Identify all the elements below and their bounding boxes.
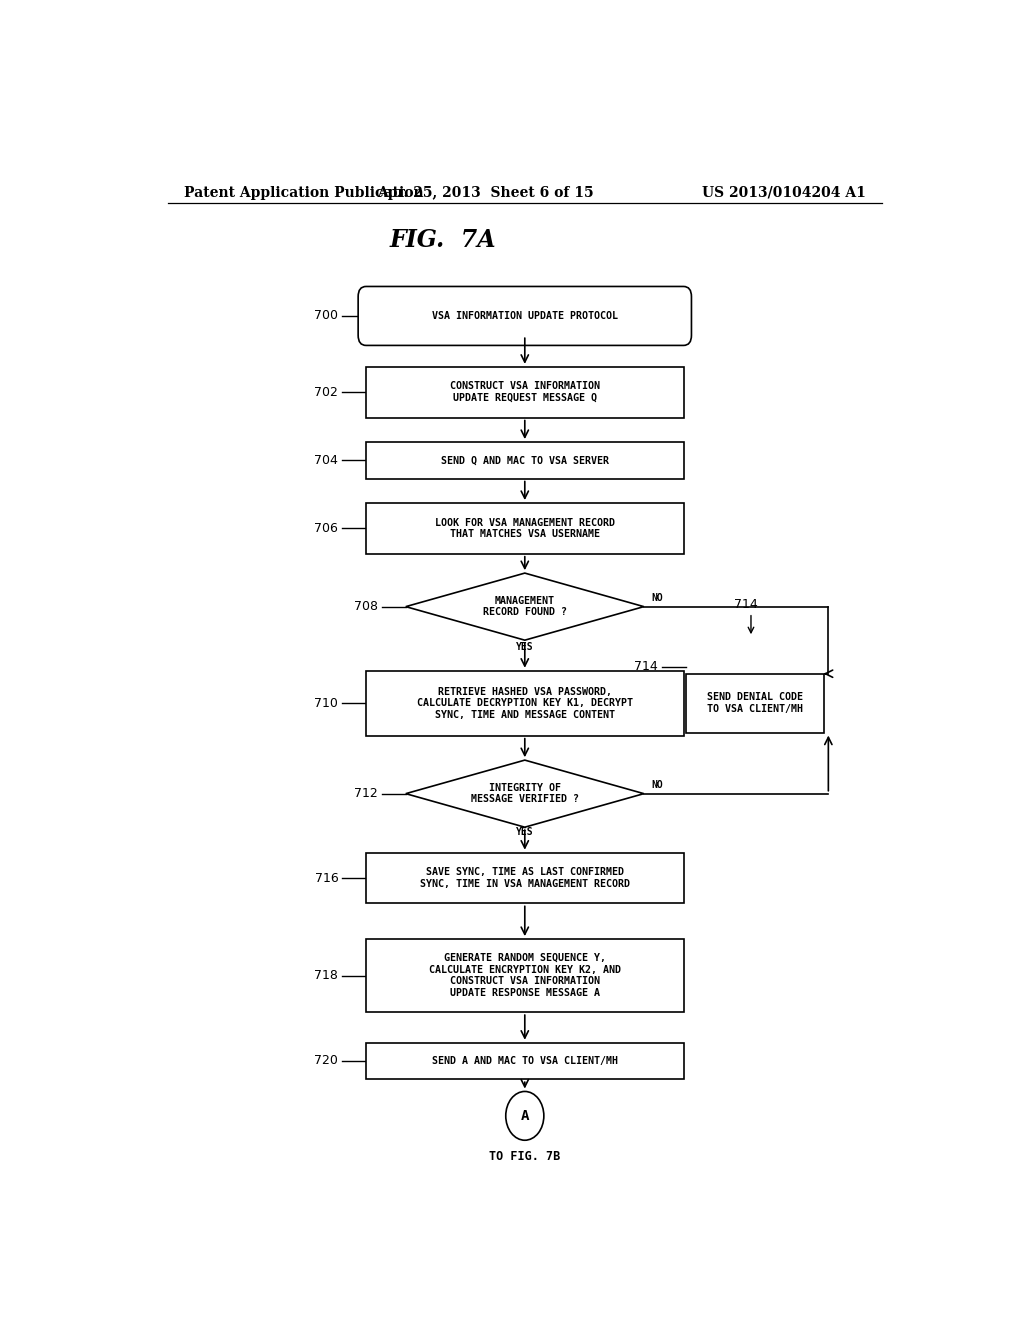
Text: SAVE SYNC, TIME AS LAST CONFIRMED
SYNC, TIME IN VSA MANAGEMENT RECORD: SAVE SYNC, TIME AS LAST CONFIRMED SYNC, … <box>420 867 630 888</box>
Text: TO FIG. 7B: TO FIG. 7B <box>489 1150 560 1163</box>
Text: 716: 716 <box>314 871 338 884</box>
Text: 706: 706 <box>314 521 338 535</box>
Bar <box>367 367 684 417</box>
Bar <box>367 503 684 554</box>
Circle shape <box>506 1092 544 1140</box>
Text: CONSTRUCT VSA INFORMATION
UPDATE REQUEST MESSAGE Q: CONSTRUCT VSA INFORMATION UPDATE REQUEST… <box>450 381 600 403</box>
Text: SEND A AND MAC TO VSA CLIENT/MH: SEND A AND MAC TO VSA CLIENT/MH <box>432 1056 617 1067</box>
Polygon shape <box>406 573 644 640</box>
Bar <box>367 671 684 735</box>
Bar <box>367 1043 684 1080</box>
Text: 720: 720 <box>314 1055 338 1068</box>
Text: YES: YES <box>516 643 534 652</box>
Text: SEND Q AND MAC TO VSA SERVER: SEND Q AND MAC TO VSA SERVER <box>440 455 609 465</box>
Text: RETRIEVE HASHED VSA PASSWORD,
CALCULATE DECRYPTION KEY K1, DECRYPT
SYNC, TIME AN: RETRIEVE HASHED VSA PASSWORD, CALCULATE … <box>417 686 633 719</box>
Text: A: A <box>520 1109 529 1123</box>
Text: LOOK FOR VSA MANAGEMENT RECORD
THAT MATCHES VSA USERNAME: LOOK FOR VSA MANAGEMENT RECORD THAT MATC… <box>435 517 614 539</box>
Text: FIG.  7A: FIG. 7A <box>390 228 497 252</box>
FancyBboxPatch shape <box>358 286 691 346</box>
Text: Patent Application Publication: Patent Application Publication <box>183 186 423 199</box>
Text: 708: 708 <box>354 601 378 612</box>
Text: 714: 714 <box>634 660 657 673</box>
Text: 710: 710 <box>314 697 338 710</box>
Text: 702: 702 <box>314 385 338 399</box>
Bar <box>367 939 684 1012</box>
Text: NO: NO <box>652 780 664 789</box>
Text: Apr. 25, 2013  Sheet 6 of 15: Apr. 25, 2013 Sheet 6 of 15 <box>377 186 594 199</box>
Bar <box>367 442 684 479</box>
Text: 700: 700 <box>314 309 338 322</box>
Text: INTEGRITY OF
MESSAGE VERIFIED ?: INTEGRITY OF MESSAGE VERIFIED ? <box>471 783 579 804</box>
Text: US 2013/0104204 A1: US 2013/0104204 A1 <box>702 186 866 199</box>
Text: 718: 718 <box>314 969 338 982</box>
Text: 704: 704 <box>314 454 338 467</box>
Text: YES: YES <box>516 826 534 837</box>
Text: SEND DENIAL CODE
TO VSA CLIENT/MH: SEND DENIAL CODE TO VSA CLIENT/MH <box>707 693 803 714</box>
Text: 714: 714 <box>733 598 758 611</box>
Text: NO: NO <box>652 593 664 602</box>
Polygon shape <box>406 760 644 828</box>
Text: VSA INFORMATION UPDATE PROTOCOL: VSA INFORMATION UPDATE PROTOCOL <box>432 312 617 321</box>
Bar <box>685 673 824 733</box>
Bar <box>367 853 684 903</box>
Text: GENERATE RANDOM SEQUENCE Y,
CALCULATE ENCRYPTION KEY K2, AND
CONSTRUCT VSA INFOR: GENERATE RANDOM SEQUENCE Y, CALCULATE EN… <box>429 953 621 998</box>
Text: 712: 712 <box>354 787 378 800</box>
Text: MANAGEMENT
RECORD FOUND ?: MANAGEMENT RECORD FOUND ? <box>482 595 567 618</box>
